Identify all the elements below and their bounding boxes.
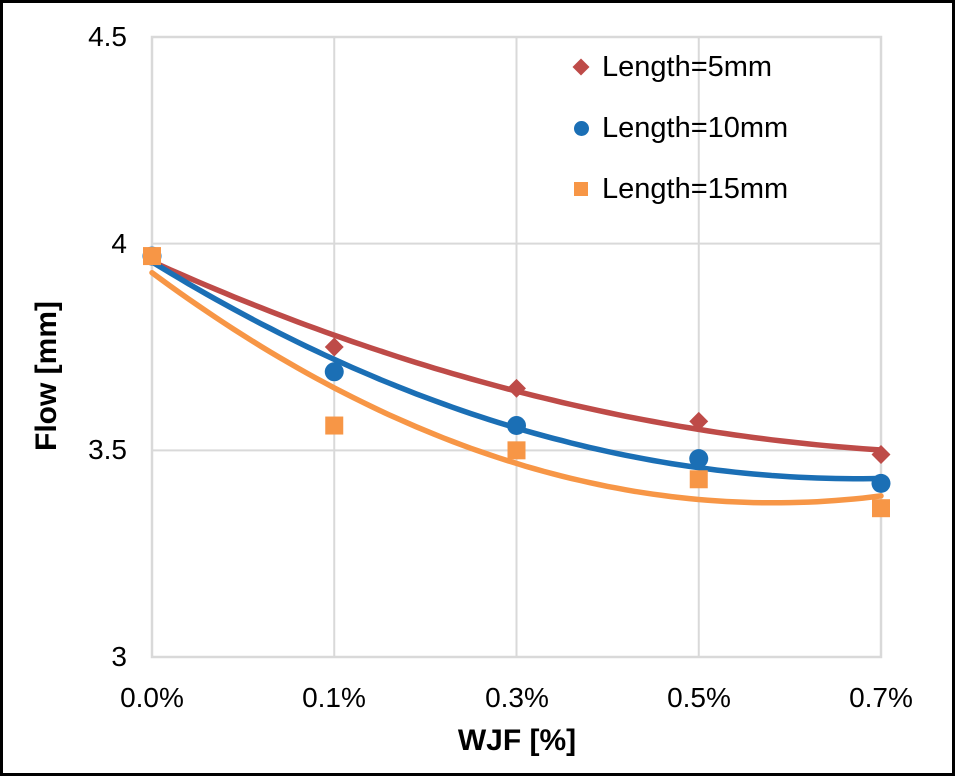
y-axis-title: Flow [mm] bbox=[30, 301, 63, 451]
legend-label: Length=15mm bbox=[602, 172, 789, 205]
data-marker-square bbox=[325, 416, 344, 435]
data-marker-circle bbox=[507, 416, 526, 436]
x-tick-label: 0.7% bbox=[849, 682, 913, 713]
x-axis-title: WJF [%] bbox=[457, 724, 577, 757]
diamond-marker-icon bbox=[569, 58, 593, 76]
legend-label: Length=10mm bbox=[602, 111, 789, 144]
x-tick-label: 0.3% bbox=[485, 682, 549, 713]
legend-label: Length=5mm bbox=[602, 50, 773, 83]
data-marker-square bbox=[872, 499, 890, 518]
data-marker-square bbox=[507, 441, 526, 460]
data-marker-square bbox=[143, 247, 161, 266]
data-marker-circle bbox=[689, 449, 709, 469]
plot-canvas bbox=[142, 35, 891, 659]
data-marker-circle bbox=[324, 362, 344, 382]
data-marker-diamond bbox=[689, 411, 709, 431]
data-marker-circle bbox=[871, 473, 891, 493]
y-tick-label: 3.5 bbox=[88, 434, 127, 465]
y-tick-label: 4.5 bbox=[88, 21, 127, 52]
legend-item: Length=5mm bbox=[569, 47, 788, 87]
legend-item: Length=15mm bbox=[569, 169, 788, 209]
plot-border bbox=[150, 35, 883, 659]
data-marker-diamond bbox=[507, 378, 526, 398]
circle-marker-icon bbox=[569, 120, 593, 136]
x-tick-label: 0.5% bbox=[667, 682, 731, 713]
trendline-length-15mm bbox=[149, 269, 884, 506]
data-marker-square bbox=[689, 470, 708, 489]
square-marker-icon bbox=[569, 182, 593, 196]
legend: Length=5mm Length=10mm Length=15mm bbox=[569, 47, 788, 209]
data-marker-diamond bbox=[871, 444, 891, 464]
legend-item: Length=10mm bbox=[569, 108, 788, 148]
y-tick-label: 3 bbox=[111, 641, 127, 672]
x-tick-label: 0.1% bbox=[302, 682, 366, 713]
y-tick-label: 4 bbox=[111, 228, 127, 259]
data-marker-diamond bbox=[324, 337, 344, 357]
x-tick-label: 0.0% bbox=[120, 682, 184, 713]
